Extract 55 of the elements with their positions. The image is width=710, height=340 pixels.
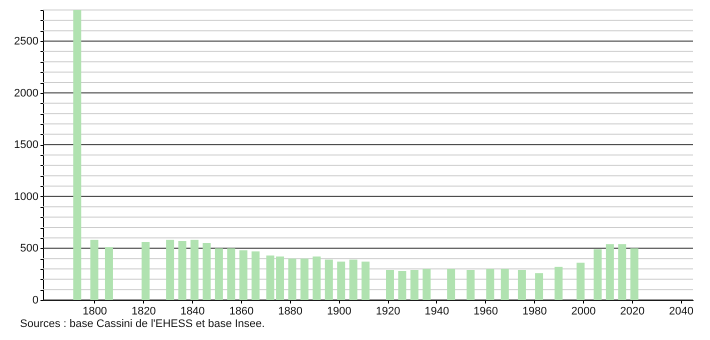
x-tick-label: 1820 — [131, 306, 156, 318]
bar — [142, 242, 150, 300]
bar — [594, 249, 602, 300]
bar — [73, 10, 82, 300]
bar — [190, 240, 199, 300]
x-tick-label: 1880 — [278, 306, 303, 318]
y-tick-label: 1000 — [14, 190, 38, 203]
bar — [362, 262, 370, 300]
bar — [576, 262, 585, 300]
y-tick-label: 500 — [20, 242, 38, 255]
bar — [252, 251, 260, 300]
x-tick-label: 1940 — [424, 306, 450, 318]
bar — [239, 250, 248, 300]
bar — [324, 260, 333, 300]
x-tick-label: 1900 — [326, 306, 352, 318]
x-tick-label: 2020 — [620, 306, 645, 318]
source-note: Sources : base Cassini de l'EHESS et base Insee. — [20, 318, 265, 330]
y-tick-label: 2500 — [14, 36, 38, 48]
bar — [300, 258, 308, 300]
x-tick-label: 2000 — [571, 306, 596, 318]
bar — [178, 240, 186, 300]
bar — [554, 266, 563, 300]
x-tick-label: 1840 — [180, 306, 205, 318]
y-tick-label: 1500 — [14, 139, 38, 152]
bar — [166, 240, 174, 300]
bar — [518, 270, 526, 300]
bar — [214, 248, 223, 300]
bar — [618, 244, 626, 300]
y-tick-label: 2000 — [14, 87, 38, 100]
y-tick-label: 0 — [32, 294, 38, 306]
bar — [227, 248, 236, 300]
x-tick-label: 1800 — [82, 306, 108, 318]
bar — [422, 268, 431, 300]
bar — [202, 243, 211, 300]
bar — [90, 240, 98, 300]
x-tick-label: 2040 — [669, 306, 694, 318]
bar — [104, 247, 113, 300]
bar — [630, 248, 638, 300]
bar — [337, 262, 346, 300]
x-tick-label: 1860 — [229, 306, 254, 318]
bar — [466, 270, 475, 300]
bar — [535, 273, 544, 300]
x-tick-label: 1980 — [522, 306, 547, 318]
bar — [288, 258, 296, 300]
bar — [500, 268, 509, 300]
bar — [447, 268, 456, 300]
bar — [398, 271, 406, 300]
bar — [312, 256, 321, 300]
x-tick-label: 1960 — [474, 306, 498, 318]
x-tick-label: 1920 — [376, 306, 400, 318]
bar — [349, 260, 358, 300]
bar — [606, 244, 614, 300]
bar — [410, 270, 418, 300]
bar — [486, 268, 494, 300]
bar — [386, 270, 394, 300]
